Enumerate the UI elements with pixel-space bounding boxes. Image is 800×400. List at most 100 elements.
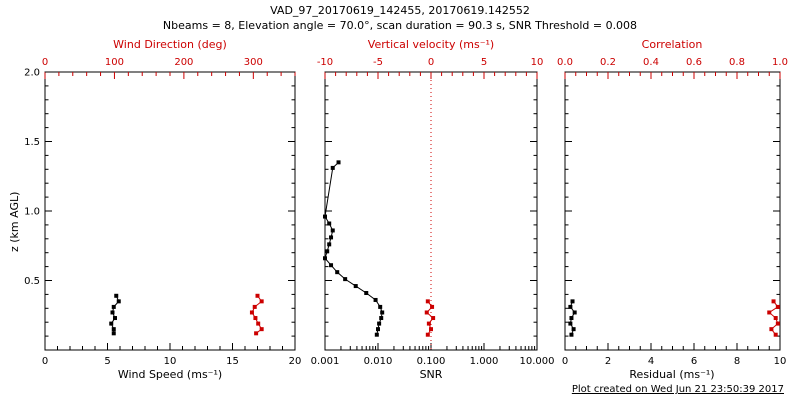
tick-label: 0.001 (311, 356, 340, 367)
data-marker (569, 332, 574, 337)
wind-speed-axis-label: Wind Speed (ms⁻¹) (117, 368, 223, 381)
tick-label: 0.5 (24, 276, 40, 287)
data-marker (329, 263, 334, 268)
data-marker (429, 327, 433, 332)
data-marker (353, 284, 358, 289)
plot-subtitle: Nbeams = 8, Elevation angle = 70.0°, sca… (162, 19, 638, 32)
data-marker (110, 310, 115, 315)
plot-title: VAD_97_20170619_142455, 20170619.142552 (270, 4, 530, 17)
data-marker (330, 228, 335, 233)
data-marker (323, 256, 327, 261)
tick-label: 300 (244, 57, 263, 68)
panel-2: 0 2 4 6 8 10 0.0 0.2 0.4 0.6 0.8 1.0 (557, 57, 788, 367)
data-marker (329, 235, 334, 240)
tick-label: 0.0 (557, 57, 573, 68)
data-marker (377, 321, 382, 326)
data-marker (111, 304, 116, 309)
vertical-velocity-axis-label: Vertical velocity (ms⁻¹) (367, 38, 495, 51)
data-marker (426, 321, 431, 326)
data-marker (572, 310, 577, 315)
data-marker (259, 299, 264, 304)
data-marker (252, 304, 257, 309)
tick-label: 1.5 (24, 137, 40, 148)
data-marker (773, 332, 778, 337)
tick-label: 10 (531, 57, 544, 68)
data-marker (769, 327, 774, 332)
data-marker (256, 321, 261, 326)
z-axis-label: z (km AGL) (8, 191, 21, 252)
data-marker (254, 331, 259, 336)
data-marker (114, 293, 119, 298)
data-marker (255, 293, 260, 298)
data-marker (336, 160, 341, 165)
bottom-axis: 0 2 4 6 8 10 (562, 343, 787, 367)
series-wind_direction (249, 293, 264, 336)
created-timestamp: Plot created on Wed Jun 21 23:50:39 2017 (571, 384, 784, 395)
y-axis (565, 71, 780, 351)
tick-label: 2 (605, 356, 611, 367)
tick-label: 0.2 (600, 57, 616, 68)
tick-label: 6 (691, 356, 697, 367)
tick-label: 200 (174, 57, 193, 68)
tick-label: 0 (42, 57, 48, 68)
data-marker (569, 316, 574, 321)
tick-label: 0 (562, 356, 568, 367)
tick-label: 2.0 (24, 68, 40, 79)
data-marker (430, 304, 435, 309)
wind-direction-axis-label: Wind Direction (deg) (113, 38, 227, 51)
data-marker (775, 321, 780, 326)
series-residual (568, 299, 577, 337)
data-marker (425, 299, 430, 304)
data-marker (425, 332, 430, 337)
tick-label: 0.8 (729, 57, 745, 68)
data-marker (335, 270, 340, 275)
plot-box (564, 71, 781, 351)
data-marker (571, 327, 576, 332)
series-vertical_velocity (424, 299, 436, 337)
series-wind_speed (109, 293, 121, 336)
data-marker (568, 304, 573, 309)
tick-label: 0.010 (364, 356, 393, 367)
tick-label: 100 (105, 57, 124, 68)
data-marker (378, 304, 383, 309)
tick-label: 15 (226, 356, 239, 367)
tick-label: 1.0 (772, 57, 788, 68)
data-marker (325, 249, 330, 254)
series-snr (323, 160, 385, 337)
tick-label: 5 (481, 57, 487, 68)
tick-label: 8 (734, 356, 740, 367)
data-marker (113, 316, 117, 321)
tick-label: 20 (289, 356, 302, 367)
tick-label: 1.0 (24, 207, 40, 218)
tick-label: 10 (774, 356, 787, 367)
data-marker (424, 310, 429, 315)
data-marker (330, 165, 335, 170)
data-marker (431, 316, 436, 321)
data-marker (323, 214, 327, 219)
y-axis: 0.5 1.0 1.5 2.0 (24, 68, 295, 351)
tick-label: 10.000 (520, 356, 555, 367)
data-marker (259, 327, 264, 332)
top-axis: -10 -5 0 5 10 (317, 57, 544, 79)
data-marker (109, 321, 114, 326)
data-marker (379, 316, 384, 321)
data-marker (343, 277, 348, 282)
data-marker (568, 321, 573, 326)
bottom-axis: 0.001 0.010 0.100 1.000 10.000 (311, 343, 555, 367)
data-marker (771, 299, 776, 304)
data-marker (767, 310, 772, 315)
data-marker (380, 310, 385, 315)
series-correlation (767, 299, 780, 337)
plot-box (44, 71, 296, 351)
data-marker (773, 316, 778, 321)
panel-1: 0.001 0.010 0.100 1.000 10.000 -10 -5 0 5 10 (311, 57, 555, 367)
data-marker (249, 310, 254, 315)
data-marker (373, 297, 378, 302)
tick-label: -10 (317, 57, 333, 68)
tick-label: 0.6 (686, 57, 702, 68)
correlation-axis-label: Correlation (641, 38, 703, 51)
top-axis: 0.0 0.2 0.4 0.6 0.8 1.0 (557, 57, 788, 79)
tick-label: 10 (164, 356, 177, 367)
